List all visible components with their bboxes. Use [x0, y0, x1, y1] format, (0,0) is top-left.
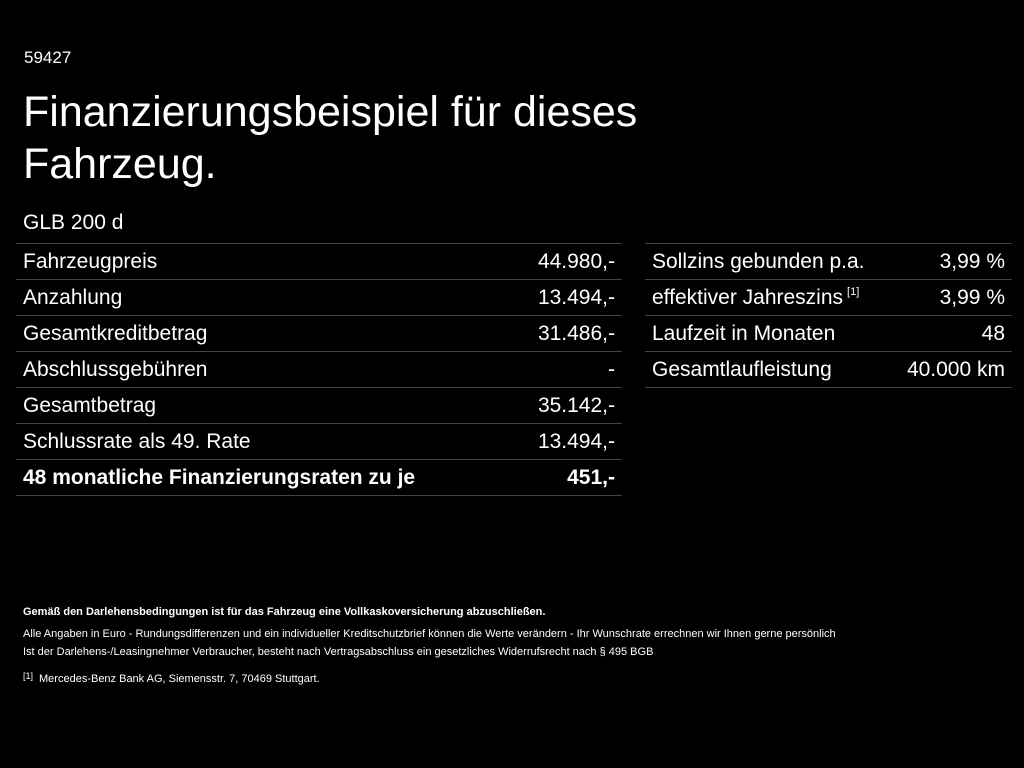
table-row: Gesamtkreditbetrag 31.486,- [16, 316, 622, 352]
row-value: 13.494,- [537, 285, 615, 309]
row-value: 3,99 % [939, 249, 1005, 273]
row-label: 48 monatliche Finanzierungsraten zu je [23, 465, 416, 489]
footnote: [1] Mercedes-Benz Bank AG, Siemensstr. 7,… [23, 671, 320, 685]
row-value: 31.486,- [537, 321, 615, 345]
note-line: Alle Angaben in Euro - Rundungsdifferenz… [23, 628, 836, 640]
table-row: Schlussrate als 49. Rate 13.494,- [16, 424, 622, 460]
table-row: Abschlussgebühren - [16, 352, 622, 388]
row-value: 35.142,- [537, 393, 615, 417]
row-label: Schlussrate als 49. Rate [23, 429, 251, 453]
row-label: effektiver Jahreszins [652, 285, 844, 309]
listing-id: 59427 [24, 48, 72, 67]
model: GLB 200 d [23, 211, 124, 234]
note-line: Ist der Darlehens-/Leasingnehmer Verbrau… [23, 646, 654, 658]
rate-table: Sollzins gebunden p.a. 3,99 % effektiver J… [645, 243, 1012, 388]
row-label: Sollzins gebunden p.a. [652, 249, 865, 273]
row-label-group: Sollzins gebunden p.a. [652, 250, 865, 274]
row-value: 44.980,- [537, 249, 615, 273]
row-label-group: effektiver Jahreszins [1] [652, 286, 859, 310]
table-row: effektiver Jahreszins [1] 3,99 % [645, 280, 1012, 316]
row-value: 40.000 km [906, 357, 1005, 381]
table-row: Sollzins gebunden p.a. 3,99 % [645, 244, 1012, 280]
row-label: Anzahlung [23, 285, 123, 309]
table-row: Gesamtbetrag 35.142,- [16, 388, 622, 424]
row-label: Fahrzeugpreis [23, 249, 158, 273]
table-row: Laufzeit in Monaten 48 [645, 316, 1012, 352]
table-row: Anzahlung 13.494,- [16, 280, 622, 316]
table-row: Gesamtlaufleistung 40.000 km [645, 352, 1012, 388]
row-value: - [608, 357, 615, 381]
table-row: Fahrzeugpreis 44.980,- [16, 244, 622, 280]
row-label-group: Laufzeit in Monaten [652, 322, 835, 346]
footnote-text: Mercedes-Benz Bank AG, Siemensstr. 7, 70… [39, 673, 320, 685]
footnote-ref: [1] [847, 285, 860, 298]
row-value: 3,99 % [939, 285, 1005, 309]
row-value: 451,- [567, 465, 615, 489]
row-label-group: Gesamtlaufleistung [652, 358, 832, 382]
row-label: Gesamtkreditbetrag [23, 321, 208, 345]
finance-table: Fahrzeugpreis 44.980,- Anzahlung 13.494,- Ge… [16, 243, 622, 496]
row-value: 48 [981, 321, 1005, 345]
row-label: Laufzeit in Monaten [652, 321, 836, 345]
note-bold: Gemäß den Darlehensbedingungen ist für d… [23, 606, 546, 618]
title: Finanzierungsbeispiel für dieses Fahrzeu… [23, 88, 638, 188]
row-label: Gesamtlaufleistung [652, 357, 832, 381]
footnote-ref: [1] [23, 671, 34, 681]
row-value: 13.494,- [537, 429, 615, 453]
row-label: Gesamtbetrag [23, 393, 157, 417]
row-label: Abschlussgebühren [23, 357, 208, 381]
table-row: 48 monatliche Finanzierungsraten zu je 45… [16, 460, 622, 496]
